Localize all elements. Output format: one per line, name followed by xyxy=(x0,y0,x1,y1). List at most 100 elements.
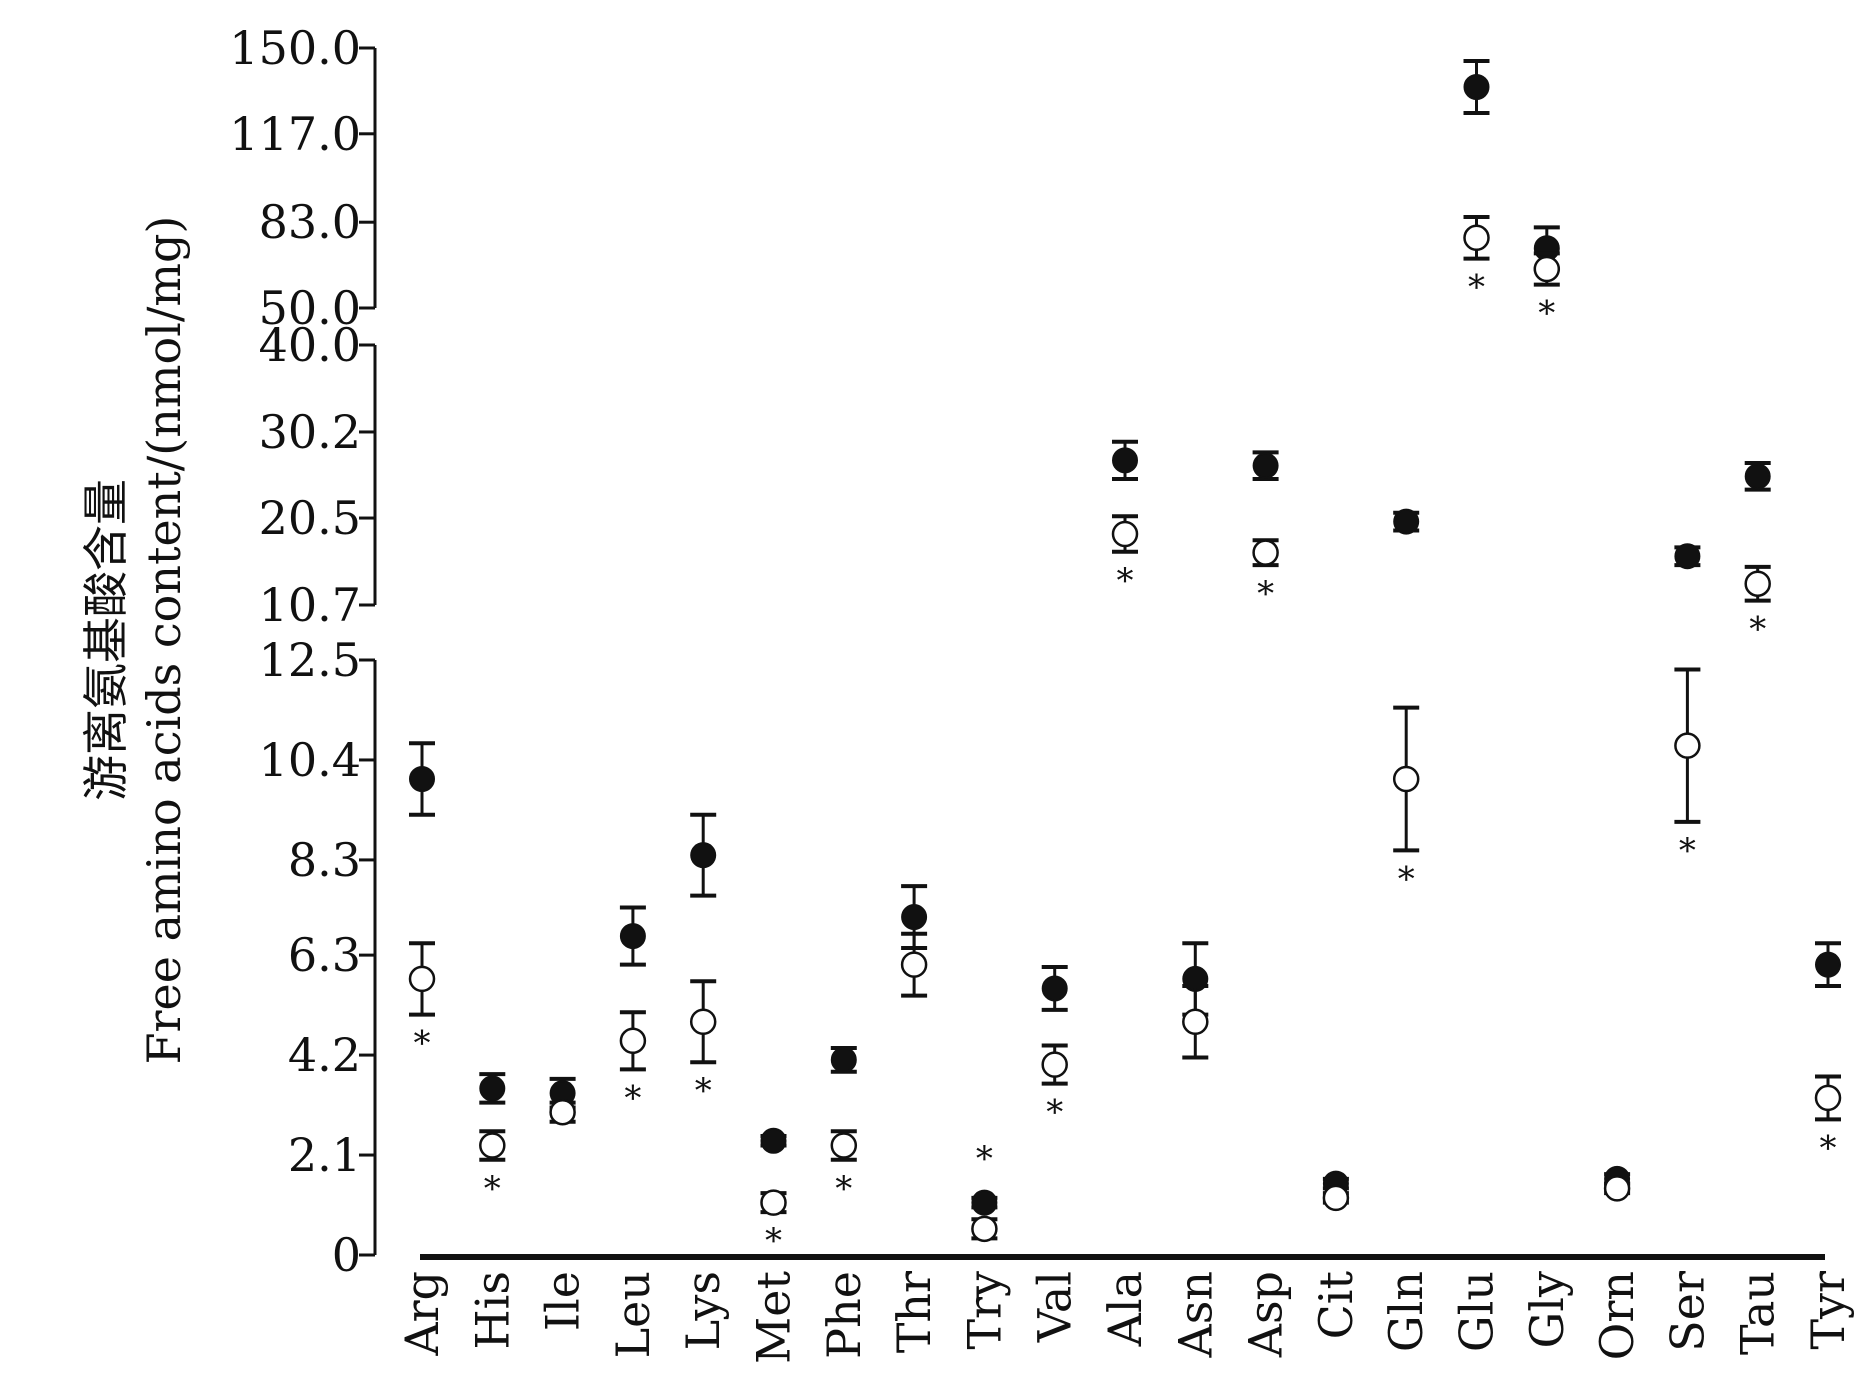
filled-point xyxy=(619,905,646,967)
data-point-filled xyxy=(1744,463,1771,490)
open-point xyxy=(971,1215,998,1243)
significance-star: * xyxy=(1117,561,1134,601)
significance-star: * xyxy=(1398,859,1415,899)
open-point xyxy=(1533,251,1561,287)
filled-point xyxy=(1674,543,1701,570)
significance-star: * xyxy=(1749,610,1766,650)
filled-point xyxy=(1112,439,1138,481)
x-tick-label: Met xyxy=(747,1270,801,1363)
x-tick-label: Ser xyxy=(1660,1271,1714,1352)
data-point-filled xyxy=(1674,543,1701,570)
y-tick-label: 20.5 xyxy=(259,491,361,545)
filled-point xyxy=(409,741,435,817)
x-tick-label: Lys xyxy=(676,1271,730,1350)
filled-point xyxy=(1463,59,1490,115)
data-point-filled xyxy=(830,1046,857,1073)
open-point xyxy=(619,1010,647,1072)
y-axis-label-cn: 游离氨基酸含量 xyxy=(79,479,133,801)
x-tick-label: Ile xyxy=(536,1271,590,1331)
y-tick-label: 12.5 xyxy=(259,633,361,687)
open-point xyxy=(830,1129,858,1162)
open-point xyxy=(1674,667,1701,824)
open-point xyxy=(408,941,436,1017)
data-point-open xyxy=(830,1132,858,1159)
x-tick-label: Gln xyxy=(1379,1271,1433,1352)
y-tick-label: 40.0 xyxy=(259,318,361,372)
plot-area: * * * * * * * * * * * * * * * * xyxy=(408,59,1842,1261)
y-tick-label: 50.0 xyxy=(259,281,361,335)
y-tick-label: 10.4 xyxy=(259,733,361,787)
x-tick-label: Thr xyxy=(887,1271,941,1353)
significance-star: * xyxy=(835,1169,852,1209)
data-point-filled xyxy=(690,842,717,869)
open-point xyxy=(1744,564,1771,603)
data-point-open xyxy=(900,951,928,978)
x-tick-label: Cit xyxy=(1309,1270,1363,1339)
data-point-filled xyxy=(1463,74,1490,100)
data-point-open xyxy=(479,1132,506,1159)
data-point-open xyxy=(1041,1051,1068,1078)
data-point-open xyxy=(1674,732,1701,759)
data-point-filled xyxy=(1393,508,1420,535)
data-point-open xyxy=(760,1189,787,1216)
x-tick-label: Glu xyxy=(1450,1271,1504,1352)
open-point xyxy=(760,1189,787,1216)
significance-star: * xyxy=(1046,1093,1063,1133)
data-point-filled xyxy=(1112,447,1138,474)
data-point-open xyxy=(1111,520,1139,548)
data-point-open xyxy=(549,1098,576,1126)
data-point-open xyxy=(1322,1184,1350,1212)
x-tick-label: Orn xyxy=(1590,1271,1644,1360)
x-tick-label: Gly xyxy=(1520,1271,1574,1348)
data-point-filled xyxy=(971,1189,998,1216)
filled-point xyxy=(1744,461,1771,492)
y-tick-label: 0 xyxy=(332,1228,361,1282)
significance-star: * xyxy=(1257,574,1274,614)
data-point-open xyxy=(1533,255,1561,283)
axis-labels: 游离氨基酸含量 Free amino acids content/(nmol/m… xyxy=(79,216,191,1065)
open-point xyxy=(689,979,717,1065)
filled-point xyxy=(1393,508,1420,535)
filled-point xyxy=(1252,450,1279,481)
data-point-filled xyxy=(619,923,646,950)
filled-point xyxy=(760,1127,787,1154)
data-point-open xyxy=(619,1027,647,1055)
data-point-filled xyxy=(1041,975,1068,1002)
y-tick-label: 117.0 xyxy=(229,107,361,161)
significance-star: * xyxy=(1679,831,1696,871)
significance-star: * xyxy=(695,1071,712,1111)
data-point-filled xyxy=(409,766,435,792)
x-axis: Arg His Ile Leu Lys Met Phe Thr Try Val Ala Asn Asp C… xyxy=(395,1254,1855,1364)
significance-star: * xyxy=(624,1078,641,1118)
data-point-open xyxy=(1392,765,1420,793)
y-tick-label: 2.1 xyxy=(288,1128,361,1182)
data-point-open xyxy=(1463,224,1490,252)
significance-star: * xyxy=(484,1169,501,1209)
data-point-open xyxy=(408,965,436,993)
significance-star: * xyxy=(414,1024,431,1064)
filled-point xyxy=(479,1072,506,1105)
open-point xyxy=(1463,215,1490,261)
filled-point xyxy=(830,1045,857,1074)
y-axis-label-en: Free amino acids content/(nmol/mg) xyxy=(137,216,191,1065)
open-point xyxy=(1814,1074,1842,1122)
x-tick-label: His xyxy=(465,1271,519,1349)
data-point-filled xyxy=(760,1127,787,1154)
open-point xyxy=(1182,984,1209,1060)
data-point-open xyxy=(1814,1084,1842,1112)
x-tick-label: Asp xyxy=(1239,1271,1293,1358)
open-point xyxy=(479,1129,506,1162)
open-point xyxy=(1392,705,1420,853)
x-tick-label: Phe xyxy=(817,1271,871,1359)
x-tick-label: Tau xyxy=(1731,1271,1785,1355)
x-tick-label: Arg xyxy=(395,1271,449,1357)
significance-star: * xyxy=(976,1139,993,1179)
open-point xyxy=(1252,538,1279,568)
x-tick-label: Ala xyxy=(1098,1271,1152,1347)
y-tick-label: 83.0 xyxy=(259,195,361,249)
open-point xyxy=(1603,1175,1631,1202)
x-tick-label: Leu xyxy=(606,1271,660,1358)
data-point-open xyxy=(971,1215,998,1243)
open-point xyxy=(549,1098,576,1126)
